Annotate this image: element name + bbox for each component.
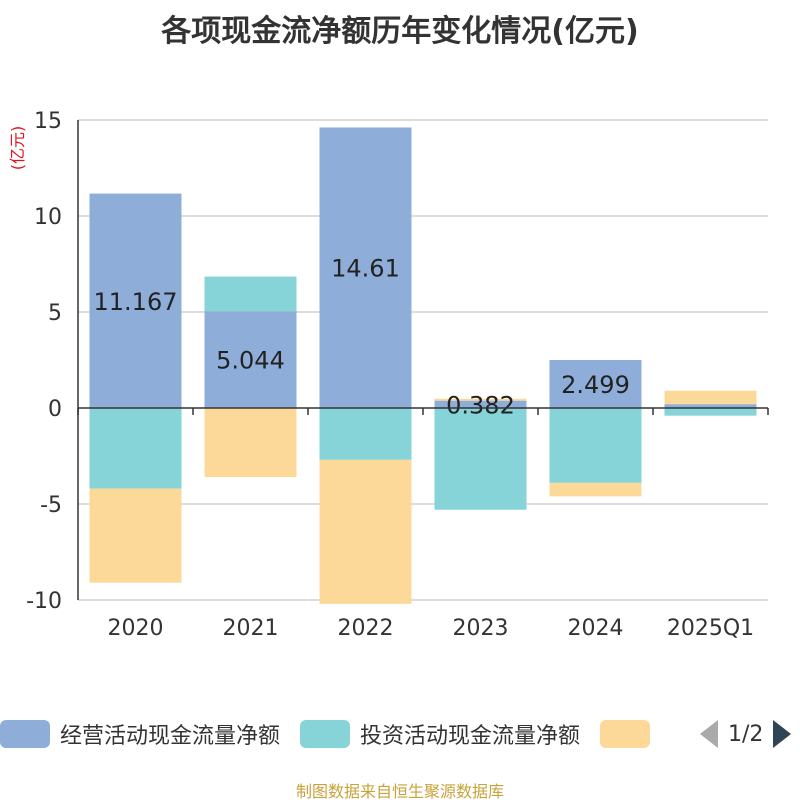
data-label: 14.61 (331, 255, 400, 283)
legend-swatch-operating (0, 720, 50, 748)
bar-2020-series-0 (89, 193, 182, 408)
source-note: 制图数据来自恒生聚源数据库 (295, 782, 504, 801)
data-label: 5.044 (216, 347, 285, 375)
legend-swatch-financing (600, 720, 651, 748)
legend-label-investing: 投资活动现金流量净额 (360, 724, 581, 749)
x-tick-label: 2021 (223, 616, 279, 641)
y-tick-label: 5 (48, 301, 62, 326)
x-tick-label: 2020 (108, 616, 164, 641)
bar-2024-series-1 (549, 408, 642, 483)
x-tick-label: 2025Q1 (667, 616, 754, 641)
legend-item-operating[interactable]: 经营活动现金流量净额 (0, 718, 280, 750)
legend-pager: 1/2 (700, 716, 792, 752)
y-axis-label: (亿元) (8, 126, 27, 171)
bar-2025Q1-series-0 (664, 404, 757, 408)
y-tick-label: 10 (34, 205, 62, 230)
pager-next-arrow-icon[interactable] (773, 720, 792, 748)
bar-2021-series-1 (204, 276, 297, 312)
bar-2020-series-2 (89, 488, 182, 583)
bar-2025Q1-series-1 (664, 408, 757, 416)
x-tick-label: 2023 (453, 616, 509, 641)
chart-title: 各项现金流净额历年变化情况(亿元) (161, 14, 639, 49)
bar-2023-series-2 (434, 398, 527, 401)
legend: 经营活动现金流量净额 投资活动现金流量净额 (0, 716, 680, 752)
bar-2021-series-2 (204, 408, 297, 478)
legend-item-financing[interactable] (600, 720, 660, 748)
chart-plot: 15 10 5 0 -5 -10 (亿元) 11.167 2020 5.044 2021 14.61 2… (8, 109, 769, 641)
y-tick-label: -10 (26, 589, 62, 614)
x-tick-label: 2024 (568, 616, 624, 641)
x-tick-label: 2022 (338, 616, 394, 641)
y-tick-label: 0 (48, 397, 62, 422)
legend-label-operating: 经营活动现金流量净额 (60, 724, 281, 749)
bar-2021-series-0 (204, 311, 297, 408)
bar-2020-series-1 (89, 408, 182, 489)
bar-2024-series-0 (549, 360, 642, 408)
data-label: 11.167 (94, 288, 178, 316)
y-tick-label: 15 (34, 109, 62, 134)
pager-prev-arrow-icon[interactable] (700, 720, 718, 748)
legend-swatch-investing (300, 720, 351, 748)
bar-2022-series-0 (319, 127, 412, 408)
legend-item-investing[interactable]: 投资活动现金流量净额 (300, 718, 580, 750)
bar-2022-series-1 (319, 408, 412, 460)
bar-2023-series-1 (434, 408, 527, 510)
data-label: 0.382 (446, 391, 515, 419)
bar-2023-series-0 (434, 400, 527, 408)
bar-2025Q1-series-2 (664, 390, 757, 405)
bar-2022-series-2 (319, 459, 412, 604)
bar-2024-series-2 (549, 482, 642, 497)
pager-text: 1/2 (728, 721, 764, 747)
data-label: 2.499 (561, 371, 630, 399)
y-tick-label: -5 (40, 493, 62, 518)
